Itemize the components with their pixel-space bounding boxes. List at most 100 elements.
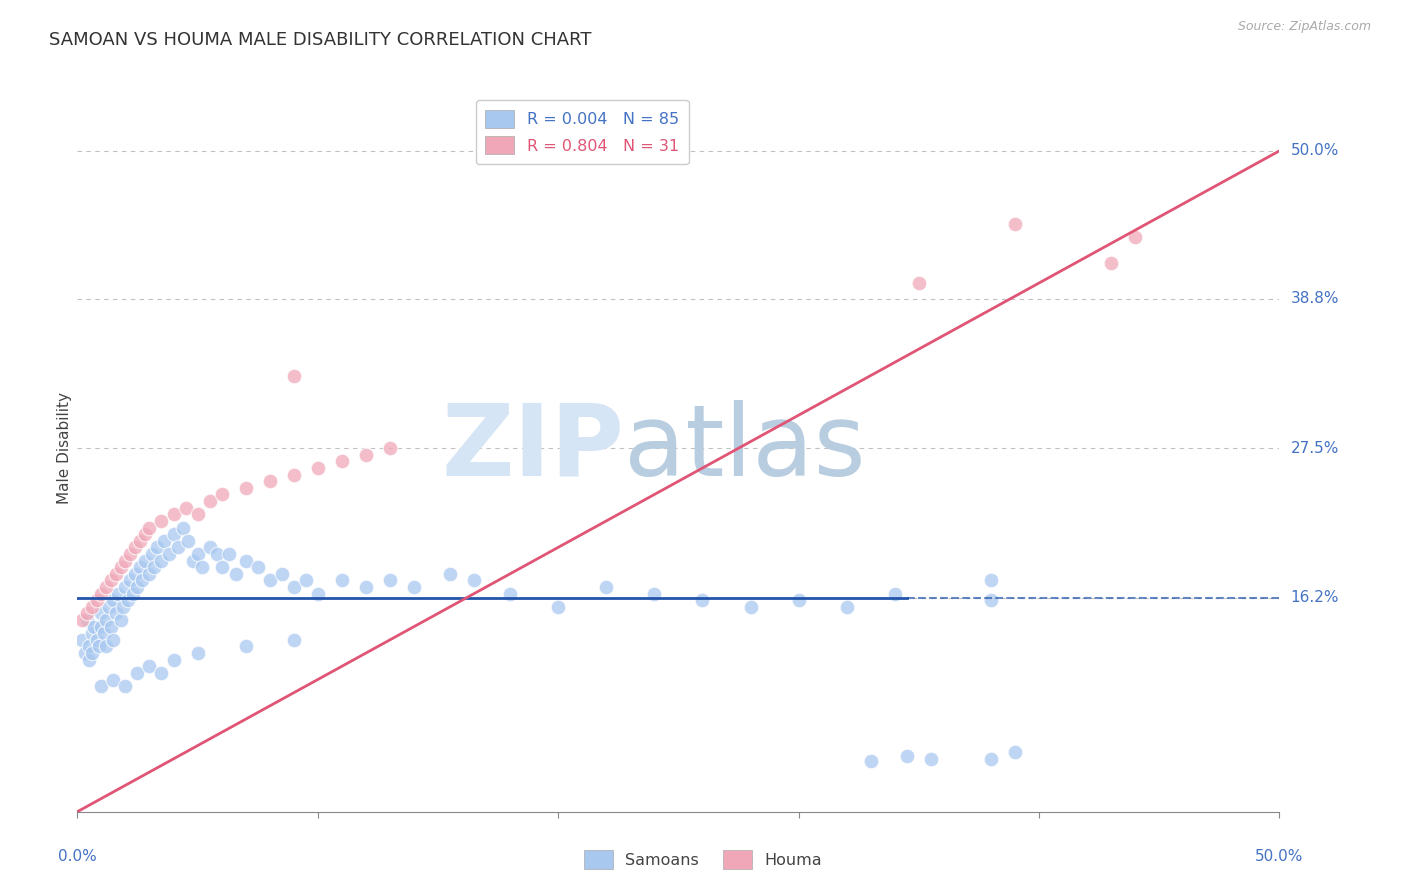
Point [150,514,173,528]
Point [181,553,204,567]
Point [294,574,316,588]
Point [205,547,228,561]
Point [134,553,156,567]
Point [104,566,127,581]
Point [73,646,96,660]
Point [120,547,142,561]
Point [111,599,134,614]
Point [1004,217,1026,231]
Text: 27.5%: 27.5% [1291,441,1339,456]
Point [177,533,200,548]
Point [124,566,146,581]
Point [110,560,132,574]
Point [172,520,194,534]
Text: Source: ZipAtlas.com: Source: ZipAtlas.com [1237,20,1371,33]
Legend: Samoans, Houma: Samoans, Houma [578,844,828,875]
Point [114,553,136,567]
Point [186,547,209,561]
Point [90,620,112,634]
Point [110,613,132,627]
Point [235,553,257,567]
Point [980,752,1002,766]
Point [128,560,150,574]
Point [896,749,918,764]
Point [138,659,160,673]
Text: 38.8%: 38.8% [1291,292,1339,306]
Point [354,448,377,462]
Point [225,566,247,581]
Point [103,673,125,687]
Point [107,587,129,601]
Point [117,593,139,607]
Point [96,640,118,654]
Point [86,632,108,647]
Point [103,632,125,647]
Point [153,533,176,548]
Point [692,593,714,607]
Point [378,574,401,588]
Point [134,527,156,541]
Point [100,620,122,634]
Point [259,475,281,489]
Point [128,533,150,548]
Point [90,679,112,693]
Point [79,653,101,667]
Point [439,566,461,581]
Point [138,520,160,534]
Point [307,461,329,475]
Point [740,599,762,614]
Point [80,626,103,640]
Point [114,679,136,693]
Point [354,580,377,594]
Point [595,580,617,594]
Point [211,487,233,501]
Point [259,574,281,588]
Point [150,553,173,567]
Point [235,640,257,654]
Point [167,541,190,555]
Point [76,607,98,621]
Point [87,640,110,654]
Point [835,599,858,614]
Point [1099,256,1122,270]
Point [80,599,103,614]
Point [162,653,184,667]
Point [198,494,221,508]
Point [980,574,1002,588]
Point [283,368,305,383]
Point [162,508,184,522]
Point [121,587,143,601]
Point [378,442,401,455]
Point [104,607,127,621]
Legend: R = 0.004   N = 85, R = 0.804   N = 31: R = 0.004 N = 85, R = 0.804 N = 31 [475,100,689,164]
Point [138,566,160,581]
Point [143,560,166,574]
Point [402,580,425,594]
Point [70,632,93,647]
Point [270,566,292,581]
Point [283,632,305,647]
Text: atlas: atlas [624,400,866,497]
Point [330,574,353,588]
Point [980,593,1002,607]
Point [1123,229,1146,244]
Point [643,587,665,601]
Point [150,665,173,680]
Point [80,646,103,660]
Y-axis label: Male Disability: Male Disability [56,392,72,504]
Point [120,574,142,588]
Text: SAMOAN VS HOUMA MALE DISABILITY CORRELATION CHART: SAMOAN VS HOUMA MALE DISABILITY CORRELAT… [49,31,592,49]
Point [463,574,485,588]
Point [76,613,98,627]
Point [127,580,149,594]
Text: 50.0%: 50.0% [1291,144,1339,158]
Point [124,541,146,555]
Point [283,580,305,594]
Point [93,626,115,640]
Point [79,640,101,654]
Point [86,593,108,607]
Point [103,593,125,607]
Point [131,574,153,588]
Point [114,580,136,594]
Point [162,527,184,541]
